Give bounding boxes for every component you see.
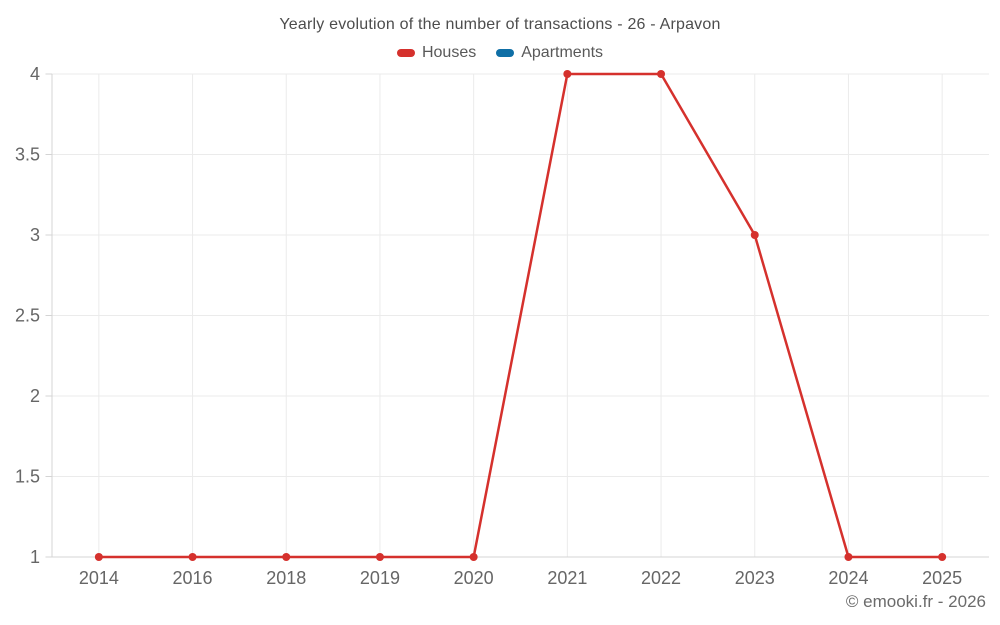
houses-data-point-2018[interactable] bbox=[282, 553, 291, 561]
x-tick-label: 2016 bbox=[173, 568, 213, 588]
x-tick-label: 2020 bbox=[454, 568, 494, 588]
houses-series-swatch-icon bbox=[396, 49, 415, 57]
x-tick-label: 2025 bbox=[922, 568, 962, 588]
legend: Houses Apartments bbox=[0, 44, 1000, 62]
houses-data-point-2025[interactable] bbox=[938, 553, 947, 561]
houses-data-point-2022[interactable] bbox=[657, 70, 666, 78]
apartments-series-swatch-icon bbox=[496, 49, 515, 57]
x-tick-label: 2023 bbox=[735, 568, 775, 588]
x-tick-label: 2021 bbox=[547, 568, 587, 588]
houses-data-point-2016[interactable] bbox=[188, 553, 197, 561]
x-tick-label: 2018 bbox=[266, 568, 306, 588]
houses-data-point-2023[interactable] bbox=[750, 231, 759, 239]
y-tick-label: 1.5 bbox=[15, 467, 40, 487]
y-tick-label: 1 bbox=[30, 547, 40, 567]
watermark: © emooki.fr - 2026 bbox=[845, 592, 986, 611]
x-tick-label: 2022 bbox=[641, 568, 681, 588]
x-tick-label: 2024 bbox=[828, 568, 868, 588]
y-tick-label: 2 bbox=[30, 386, 40, 406]
houses-data-point-2019[interactable] bbox=[375, 553, 384, 561]
y-tick-label: 3 bbox=[30, 225, 40, 245]
houses-series-line bbox=[97, 72, 944, 559]
legend-label-apartments: Apartments bbox=[521, 44, 604, 61]
houses-data-point-2020[interactable] bbox=[469, 553, 478, 561]
chart-title: Yearly evolution of the number of transa… bbox=[279, 16, 721, 33]
y-tick-label: 4 bbox=[30, 64, 40, 84]
legend-item-apartments[interactable]: Apartments bbox=[496, 44, 603, 62]
y-tick-label: 3.5 bbox=[15, 145, 40, 165]
houses-data-point-2024[interactable] bbox=[844, 553, 853, 561]
x-tick-label: 2014 bbox=[79, 568, 119, 588]
x-tick-label: 2019 bbox=[360, 568, 400, 588]
legend-label-houses: Houses bbox=[421, 44, 477, 61]
legend-item-houses[interactable]: Houses bbox=[396, 44, 477, 62]
houses-data-point-2014[interactable] bbox=[94, 553, 103, 561]
houses-data-point-2021[interactable] bbox=[563, 70, 572, 78]
y-tick-label: 2.5 bbox=[15, 306, 40, 326]
